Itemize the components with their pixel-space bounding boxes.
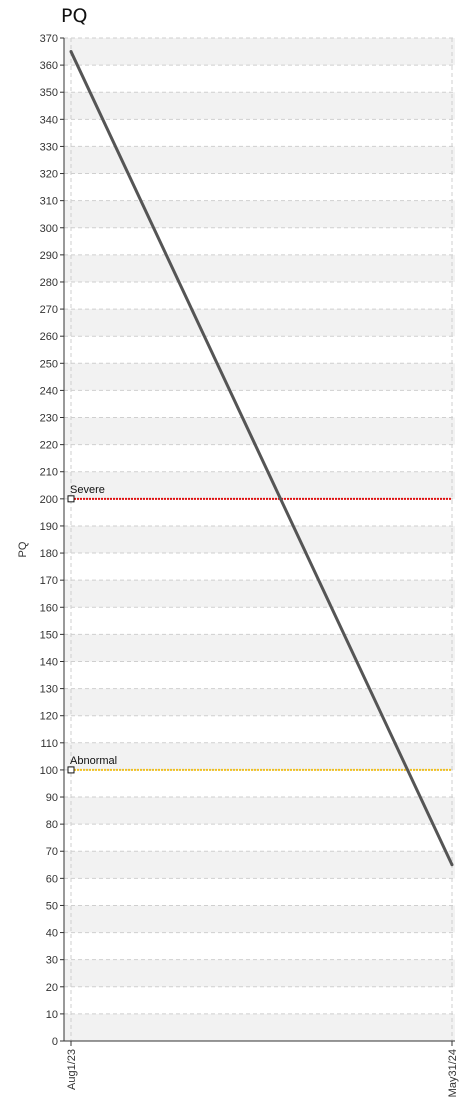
grid-band	[64, 797, 455, 825]
y-tick-label: 20	[46, 982, 58, 994]
grid-band	[64, 580, 455, 608]
y-tick-label: 300	[40, 223, 58, 235]
y-tick-label: 200	[40, 494, 58, 506]
y-tick-label: 310	[40, 196, 58, 208]
y-tick-label: 170	[40, 575, 58, 587]
series-point	[450, 863, 454, 867]
grid-band	[64, 363, 455, 391]
y-tick-label: 0	[52, 1036, 58, 1048]
y-tick-label: 160	[40, 602, 58, 614]
y-tick-label: 330	[40, 141, 58, 153]
y-tick-label: 180	[40, 548, 58, 560]
grid-band	[64, 92, 455, 120]
y-tick-label: 360	[40, 60, 58, 72]
y-tick-label: 30	[46, 955, 58, 967]
y-tick-label: 370	[40, 33, 58, 45]
y-tick-label: 320	[40, 169, 58, 181]
x-tick-label: May31/24	[447, 1049, 459, 1097]
y-tick-label: 230	[40, 413, 58, 425]
grid-band	[64, 742, 455, 770]
y-tick-label: 60	[46, 873, 58, 885]
y-tick-label: 220	[40, 440, 58, 452]
y-tick-label: 280	[40, 277, 58, 289]
grid-band	[64, 146, 455, 174]
y-tick-label: 150	[40, 629, 58, 641]
y-tick-label: 120	[40, 711, 58, 723]
grid-band	[64, 471, 455, 499]
grid-band	[64, 525, 455, 554]
x-tick-label: Aug1/23	[66, 1049, 78, 1090]
y-tick-label: 250	[40, 358, 58, 370]
gridlines	[64, 37, 455, 1042]
series-lines	[69, 50, 454, 867]
x-axis-ticks: Aug1/23 May31/24	[66, 1041, 459, 1097]
y-tick-label: 260	[40, 331, 58, 343]
y-tick-label: 130	[40, 684, 58, 696]
threshold-marker	[67, 766, 75, 774]
y-tick-label: 50	[46, 900, 58, 912]
grid-band	[64, 905, 455, 933]
y-tick-label: 100	[40, 765, 58, 777]
grid-band	[64, 959, 455, 987]
y-tick-label: 10	[46, 1009, 58, 1021]
grid-band	[64, 417, 455, 445]
threshold-label: Severe	[70, 484, 105, 496]
grid-band	[64, 1013, 455, 1041]
y-tick-label: 40	[46, 928, 58, 940]
y-tick-label: 350	[40, 87, 58, 99]
y-tick-label: 240	[40, 385, 58, 397]
y-tick-label: 80	[46, 819, 58, 831]
series-line	[69, 50, 454, 866]
grid-band	[64, 200, 455, 228]
chart-title: PQ	[61, 5, 88, 27]
background-bands	[64, 38, 455, 1041]
y-tick-label: 190	[40, 521, 58, 533]
y-tick-label: 70	[46, 846, 58, 858]
grid-band	[64, 634, 455, 662]
y-tick-label: 290	[40, 250, 58, 262]
y-tick-label: 90	[46, 792, 58, 804]
grid-band	[64, 688, 455, 716]
y-tick-label: 110	[40, 738, 58, 750]
grid-band	[64, 38, 455, 66]
series-point	[69, 50, 73, 54]
y-tick-label: 340	[40, 114, 58, 126]
y-tick-label: 140	[40, 656, 58, 668]
y-tick-label: 270	[40, 304, 58, 316]
grid-band	[64, 851, 455, 879]
grid-band	[64, 254, 455, 282]
threshold-label: Abnormal	[70, 755, 117, 767]
y-axis-ticks: 0 10 20 30 40 50 60 70 80 90 100 110 120 130 140 150 160…	[40, 33, 64, 1048]
y-axis-label: PQ	[17, 541, 29, 557]
grid-band	[64, 309, 455, 337]
threshold-marker	[67, 495, 75, 503]
y-tick-label: 210	[40, 467, 58, 479]
threshold-lines: Severe Abnormal	[67, 484, 452, 774]
